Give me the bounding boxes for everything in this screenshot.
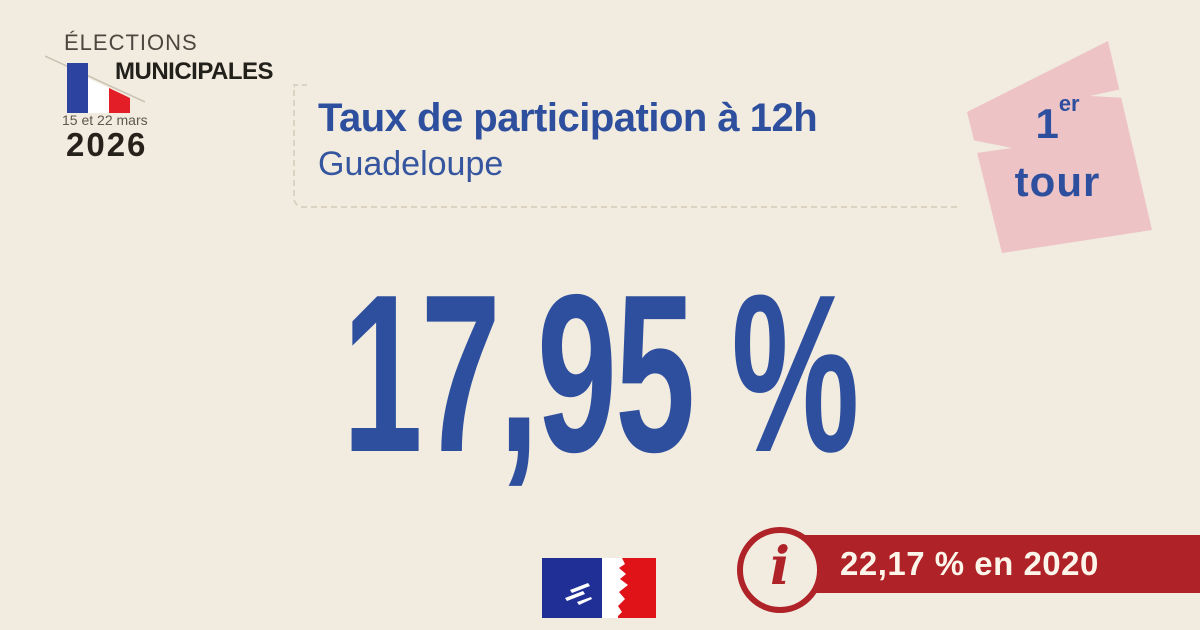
round-badge-shape-icon <box>962 41 1162 253</box>
comparison-text: 22,17 % en 2020 <box>840 545 1099 582</box>
round-word: tour <box>1014 158 1101 205</box>
comparison-bar: 22,17 % en 2020 <box>775 535 1200 593</box>
participation-rate-value: 17,95 % <box>342 247 860 499</box>
marianne-flourish <box>565 583 592 605</box>
flag-white-stripe <box>88 78 109 113</box>
brand-elections-label: ÉLECTIONS <box>64 30 198 55</box>
title-box: Taux de participation à 12h Guadeloupe <box>293 84 960 208</box>
info-letter: i <box>770 536 790 597</box>
gov-logo-blue-block <box>542 558 606 618</box>
republique-francaise-marianne-logo <box>542 558 656 618</box>
round-number-line: 1er <box>950 93 1165 147</box>
info-icon: i <box>737 527 823 613</box>
round-number: 1 <box>1035 100 1059 147</box>
flag-blue-stripe <box>67 63 88 113</box>
round-badge: 1er tour <box>950 25 1165 260</box>
ballot-flag-icon <box>45 55 145 113</box>
gov-logo-red-block <box>618 558 656 618</box>
brand-year: 2026 <box>66 126 148 163</box>
round-ordinal: er <box>1058 91 1080 116</box>
region-subtitle: Guadeloupe <box>318 145 504 183</box>
flag-red-stripe <box>109 88 130 113</box>
marianne-profile <box>602 558 628 618</box>
page-title: Taux de participation à 12h <box>318 96 818 140</box>
brand-dates: 15 et 22 mars <box>62 112 148 128</box>
ballot-slot-line <box>45 55 145 103</box>
brand-municipales-label: MUNICIPALES <box>115 58 274 85</box>
